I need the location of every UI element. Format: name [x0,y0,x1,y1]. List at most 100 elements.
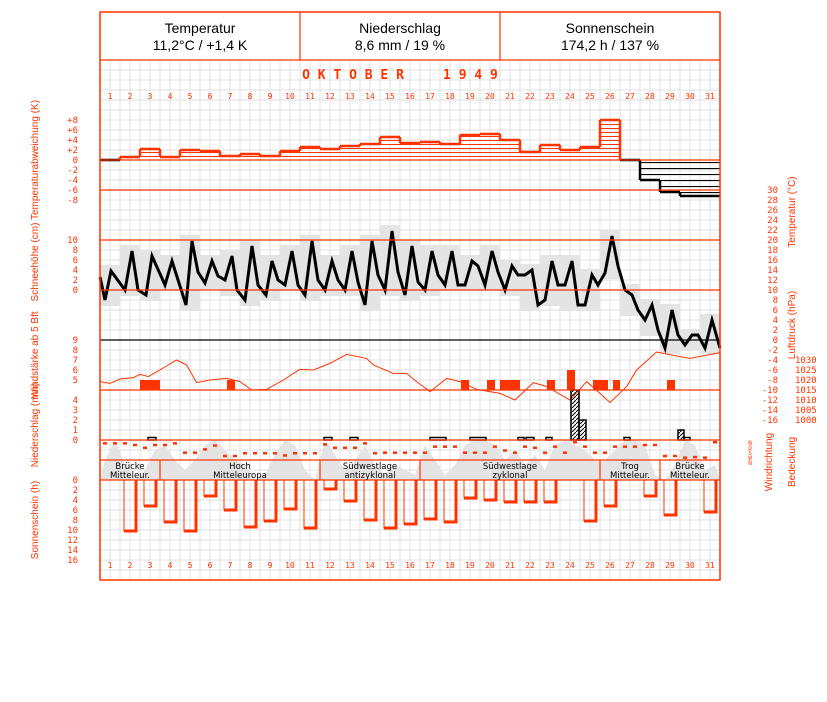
precipitation-bar [578,419,587,441]
day-label-bottom: 15 [385,561,395,570]
regime-label: Brücke [115,462,144,472]
temperature-tick-label: 2 [773,326,778,336]
temp-anomaly-bar [640,160,660,180]
sunshine-bar-edge [204,480,218,498]
axis-tick-label: 2 [73,276,78,286]
axis-tick-label: 6 [73,506,78,516]
axis-tick-label: 4 [73,266,78,276]
chart-frame [99,11,721,581]
wind-bar [461,380,469,390]
day-label-top: 6 [208,92,213,101]
day-label-bottom: 28 [645,561,655,570]
day-label-bottom: 26 [605,561,615,570]
axis-tick-label: 0 [73,436,78,446]
temp-anomaly-bar [280,151,300,160]
temperature-tick-label: 26 [767,206,778,216]
day-label-bottom: 3 [148,561,153,570]
day-label-top: 25 [585,92,595,101]
axis-tick-label: 4 [73,496,78,506]
axis-title: Niederschlag (mm) [30,383,41,467]
regime-label: Trog [620,462,639,472]
pressure-tick-label: 1030 [795,356,817,366]
day-label-bottom: 24 [565,561,575,570]
wind-direction-dot [313,452,317,455]
wind-direction-dot [543,451,547,454]
wind-direction-dot [133,443,137,447]
regime-label: Mitteleuropa [213,471,267,481]
sunshine-bar-edge [404,480,418,526]
temp-anomaly-bar [660,160,680,192]
axis-tick-label: +2 [67,146,78,156]
temperature-tick-label: 8 [773,296,778,306]
wind-direction-dot [573,441,577,444]
day-label-top: 9 [268,92,273,101]
temp-anomaly-bar [180,150,200,160]
day-label-bottom: 12 [325,561,335,570]
wind-bar [567,370,575,390]
axis-tick-label: +8 [67,116,78,126]
sunshine-bar-edge [324,480,338,491]
sunshine-bar-edge [464,480,478,500]
precipitation-bar [677,429,685,441]
temp-anomaly-bar [240,154,260,160]
wind-bar [227,380,235,390]
axis-tick-label: +6 [67,126,78,136]
temp-anomaly-bar [700,160,720,196]
day-label-top: 31 [705,92,715,101]
wind-direction-dot [643,443,647,447]
wind-direction-dot [453,445,457,448]
temp-anomaly-bar [220,156,240,160]
sunshine-bar-edge [704,480,718,514]
wind-direction-dot [633,445,637,448]
wind-direction-dot [693,455,697,459]
day-label-top: 21 [505,92,515,101]
axis-title: Schneehöhe (cm) [30,223,41,302]
axis-tick-label: 10 [67,236,78,246]
panel-lines [99,11,721,581]
temp-anomaly-bar [400,143,420,160]
temp-anomaly-bar [320,149,340,160]
wind-direction-dot [343,446,347,449]
axis-tick-label: 9 [73,336,78,346]
axis-tick-label: 14 [67,546,78,556]
day-label-bottom: 17 [425,561,435,570]
sunshine-bar-edge [524,480,538,504]
wind-bar [667,380,675,390]
wind-direction-dot [283,454,287,457]
day-label-top: 27 [625,92,635,101]
wind-bar [487,380,495,390]
grid [99,59,721,581]
wind-direction-dot [683,456,687,459]
day-label-bottom: 11 [305,561,315,570]
wind-direction-dot [533,446,537,449]
pressure-line [99,351,721,404]
axis-title: Sonnenschein (h) [30,481,41,559]
pressure-tick-label: 1000 [795,416,817,426]
wind-direction-dot [263,452,267,455]
wind-direction-tick: S [748,450,752,457]
wind-direction-dot [123,442,127,445]
temperature-tick-label: 24 [767,216,778,226]
day-label-top: 1 [108,92,113,101]
regime-label: Hoch [229,462,251,472]
header-sunshine: Sonnenschein 174,2 h / 137 % [500,12,720,60]
wind-direction-dot [153,443,157,447]
sunshine-bar-edge [264,480,278,523]
wind-direction-dot [673,454,677,458]
header-sunshine-title: Sonnenschein [565,20,655,36]
temp-anomaly-bar [200,151,220,160]
sunshine-bar-edge [604,480,618,508]
temperature-tick-label: -6 [767,366,778,376]
wind-direction-dot [413,451,417,454]
temp-anomaly-bar [600,120,620,160]
wind-direction-dot [323,443,327,446]
wind-direction-dot [243,452,247,455]
regime-label: Mitteleur. [110,471,150,481]
wind-direction-dot [393,451,397,454]
day-label-top: 30 [685,92,695,101]
wind-direction-dot [193,451,197,454]
axis-tick-label: 6 [73,256,78,266]
axis-tick-label: 1 [73,426,78,436]
day-label-top: 12 [325,92,335,101]
